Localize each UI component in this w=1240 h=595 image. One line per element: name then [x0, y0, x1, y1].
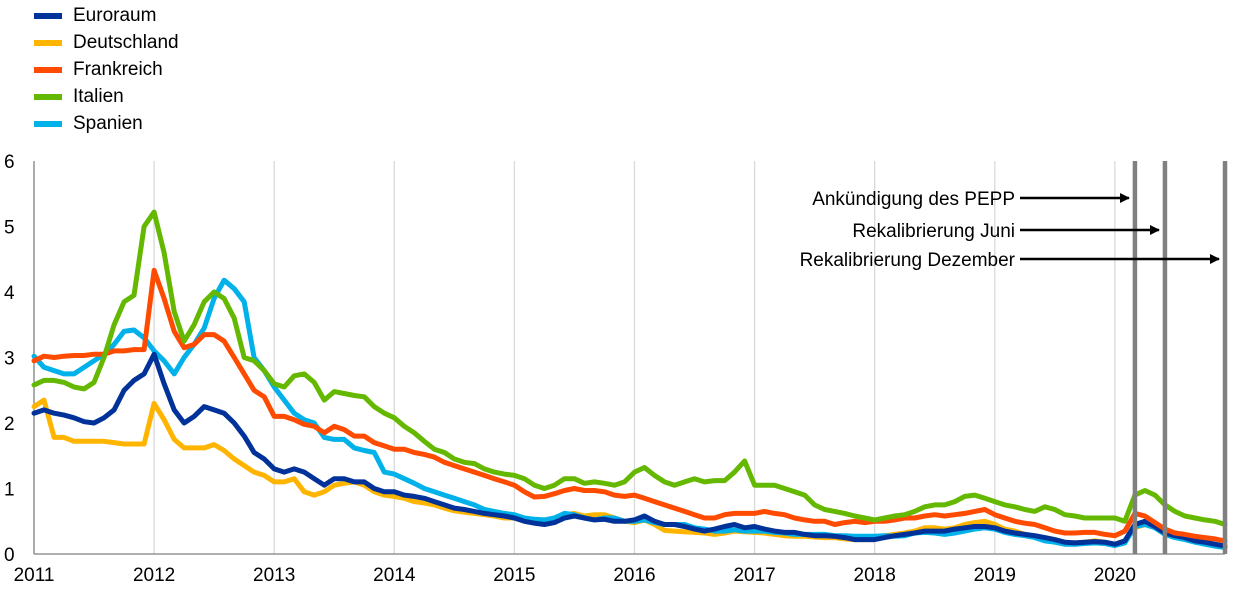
legend-label: Italien — [73, 86, 124, 107]
series-line-frankreich — [31, 267, 1228, 544]
legend-label: Deutschland — [73, 32, 179, 53]
event-lines — [1132, 161, 1228, 554]
series-line-euroraum — [31, 351, 1228, 549]
x-tick-label: 2012 — [133, 565, 175, 586]
gridlines — [153, 161, 1226, 554]
legend-label: Spanien — [73, 113, 143, 134]
event-annotation-label: Rekalibrierung Juni — [852, 221, 1015, 242]
legend-item-spanien: Spanien — [34, 110, 179, 137]
x-tick-label: 2014 — [373, 565, 416, 586]
legend-swatch — [34, 66, 62, 73]
x-tick-label: 2016 — [613, 565, 655, 586]
legend-swatch — [34, 120, 62, 127]
y-tick-label: 4 — [4, 283, 15, 304]
x-tick-label: 2020 — [1094, 565, 1136, 586]
x-tick-label: 2011 — [14, 565, 55, 586]
legend-swatch — [34, 12, 62, 19]
series-line-italien — [31, 209, 1228, 527]
x-tick-label: 2017 — [733, 565, 775, 586]
x-tick-label: 2018 — [854, 565, 896, 586]
legend-item-frankreich: Frankreich — [34, 56, 179, 83]
legend-item-deutschland: Deutschland — [34, 29, 179, 56]
legend-swatch — [34, 39, 62, 46]
annotations: Ankündigung des PEPP Rekalibrierung Juni R… — [800, 189, 1220, 271]
x-tick-label: 2015 — [493, 565, 535, 586]
legend-item-euroraum: Euroraum — [34, 2, 179, 29]
x-tick-label: 2013 — [253, 565, 295, 586]
axes: 2011 2012 2013 2014 2015 2016 2017 2018 2019 2020… — [4, 152, 1225, 586]
event-annotation-label: Rekalibrierung Dezember — [800, 250, 1016, 271]
x-tick-label: 2019 — [974, 565, 1016, 586]
legend-label: Euroraum — [73, 5, 157, 26]
legend: Euroraum Deutschland Frankreich Italien … — [34, 2, 179, 137]
legend-item-italien: Italien — [34, 83, 179, 110]
y-tick-label: 0 — [4, 545, 15, 566]
event-annotation-label: Ankündigung des PEPP — [812, 189, 1015, 210]
y-tick-label: 1 — [4, 480, 15, 501]
series-lines — [31, 209, 1228, 550]
y-tick-label: 5 — [4, 218, 15, 239]
y-tick-label: 3 — [4, 349, 15, 370]
y-tick-label: 2 — [4, 414, 15, 435]
legend-label: Frankreich — [73, 59, 163, 80]
y-tick-label: 6 — [4, 152, 15, 173]
legend-swatch — [34, 93, 62, 100]
